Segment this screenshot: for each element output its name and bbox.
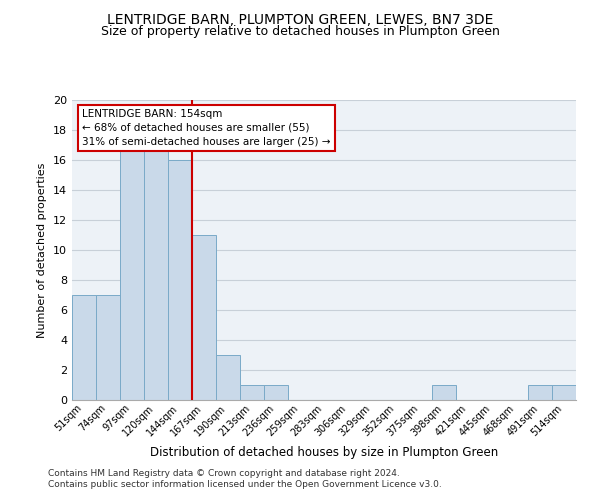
Bar	[168, 160, 192, 400]
Bar	[96, 295, 120, 400]
Text: Contains public sector information licensed under the Open Government Licence v3: Contains public sector information licen…	[48, 480, 442, 489]
Bar	[72, 295, 96, 400]
Bar	[120, 130, 144, 400]
Text: LENTRIDGE BARN, PLUMPTON GREEN, LEWES, BN7 3DE: LENTRIDGE BARN, PLUMPTON GREEN, LEWES, B…	[107, 12, 493, 26]
Bar	[192, 235, 216, 400]
Bar	[432, 385, 456, 400]
Y-axis label: Number of detached properties: Number of detached properties	[37, 162, 47, 338]
Bar	[216, 355, 240, 400]
Bar	[552, 385, 576, 400]
Bar	[264, 385, 288, 400]
Bar	[144, 130, 168, 400]
Bar	[240, 385, 264, 400]
Text: LENTRIDGE BARN: 154sqm
← 68% of detached houses are smaller (55)
31% of semi-det: LENTRIDGE BARN: 154sqm ← 68% of detached…	[82, 109, 331, 147]
Bar	[528, 385, 552, 400]
Text: Contains HM Land Registry data © Crown copyright and database right 2024.: Contains HM Land Registry data © Crown c…	[48, 468, 400, 477]
X-axis label: Distribution of detached houses by size in Plumpton Green: Distribution of detached houses by size …	[150, 446, 498, 459]
Text: Size of property relative to detached houses in Plumpton Green: Size of property relative to detached ho…	[101, 25, 499, 38]
